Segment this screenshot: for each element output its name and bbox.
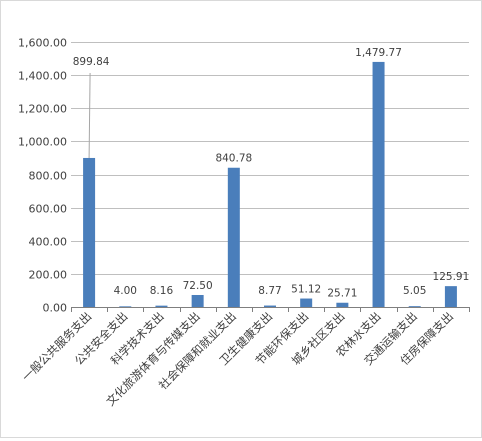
bar [408, 306, 421, 307]
x-axis: 一般公共服务支出公共安全支出科学技术支出文化旅游体育与传媒支出社会保障和就业支出… [19, 307, 470, 409]
y-tick-label: 600.00 [29, 203, 68, 216]
y-tick-label: 1,400.00 [18, 70, 67, 83]
y-tick-label: 400.00 [29, 236, 68, 249]
bar [264, 305, 276, 307]
data-label: 1,479.77 [355, 47, 402, 59]
data-label: 840.78 [215, 153, 252, 165]
y-tick-label: 1,200.00 [18, 103, 67, 116]
data-labels: 899.84 4.00 8.16 72.50 840.78 8.77 51.12 25.71 1… [73, 47, 470, 300]
gridlines [71, 42, 469, 275]
leader-line [88, 72, 91, 158]
y-tick-label: 0.00 [43, 302, 68, 315]
bar [372, 61, 385, 308]
data-label: 125.91 [433, 271, 470, 283]
bar [300, 298, 313, 307]
bar [83, 157, 96, 307]
y-axis: 0.00 200.00 400.00 600.00 800.00 1,000.00 1,20… [18, 37, 67, 315]
bar [227, 167, 240, 307]
y-tick-label: 1,600.00 [18, 37, 67, 50]
bar [444, 286, 457, 307]
data-label: 51.12 [291, 284, 321, 296]
data-label: 5.05 [403, 285, 426, 297]
bars [83, 61, 457, 308]
bar [119, 306, 132, 307]
data-label: 4.00 [114, 285, 137, 297]
data-label: 899.84 [73, 56, 110, 68]
bar [155, 305, 168, 307]
y-tick-label: 800.00 [29, 170, 68, 183]
data-label: 8.16 [150, 285, 174, 297]
y-tick-label: 200.00 [29, 269, 68, 282]
y-tick-label: 1,000.00 [18, 136, 67, 149]
bar [336, 302, 349, 307]
data-label: 25.71 [327, 288, 357, 300]
bar [191, 294, 204, 307]
data-label: 8.77 [258, 285, 281, 297]
data-label: 72.50 [183, 280, 213, 292]
